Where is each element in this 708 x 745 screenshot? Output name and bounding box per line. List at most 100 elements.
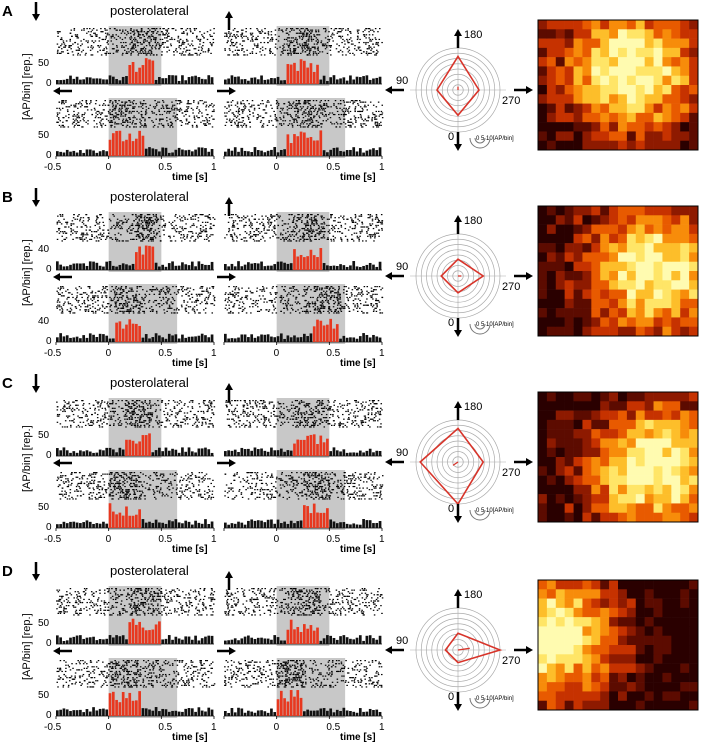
hist-bar: [289, 263, 293, 270]
raster-spike: [244, 54, 246, 56]
raster-spike: [136, 110, 138, 113]
heatmap-cell: [591, 122, 601, 132]
raster-spike: [129, 37, 131, 39]
hist-bar: [82, 152, 86, 156]
raster-spike: [75, 118, 77, 120]
raster-spike: [269, 115, 272, 117]
heatmap-cell: [618, 131, 628, 142]
hist-bar: [319, 79, 323, 84]
raster-spike: [58, 31, 60, 33]
raster-spike: [141, 221, 144, 223]
raster-spike: [289, 293, 292, 295]
heatmap-cell: [546, 29, 557, 39]
raster-spike: [135, 214, 137, 216]
raster-spike: [210, 234, 212, 236]
heatmap-cell: [555, 94, 565, 104]
raster-spike: [194, 214, 196, 216]
raster-spike: [127, 240, 129, 242]
raster-spike: [258, 240, 261, 242]
raster-spike: [307, 118, 309, 120]
raster-spike: [126, 229, 128, 231]
raster-spike: [86, 298, 89, 300]
raster-spike: [149, 54, 152, 56]
raster-spike: [185, 120, 188, 122]
raster-spike: [342, 292, 345, 294]
raster-spike: [144, 215, 146, 217]
raster-spike: [67, 301, 70, 303]
raster-spike: [317, 49, 319, 51]
raster-spike: [190, 218, 192, 220]
raster-spike: [138, 34, 140, 36]
hist-bar: [293, 62, 296, 84]
raster-spike: [130, 224, 133, 227]
hist-bar: [253, 77, 257, 84]
raster-spike: [232, 295, 234, 297]
raster-spike: [175, 48, 178, 50]
raster-spike: [321, 299, 324, 302]
raster-spike: [230, 40, 232, 42]
raster-spike: [228, 304, 230, 306]
raster-spike: [363, 226, 365, 228]
raster-spike: [305, 224, 307, 227]
raster-spike: [117, 123, 120, 125]
raster-spike: [338, 298, 340, 300]
raster-spike: [233, 234, 236, 236]
raster-spike: [243, 226, 245, 228]
heatmap-cell: [609, 75, 619, 86]
raster-spike: [236, 115, 239, 117]
raster-spike: [122, 52, 124, 54]
raster-spike: [317, 31, 320, 33]
raster-spike: [360, 123, 362, 125]
raster-spike: [332, 290, 334, 292]
raster-spike: [309, 218, 311, 220]
raster-spike: [141, 234, 143, 236]
raster-spike: [77, 215, 79, 217]
raster-spike: [158, 118, 161, 120]
raster-spike: [242, 117, 244, 119]
raster-spike: [93, 298, 95, 300]
raster-spike: [226, 112, 228, 114]
hist-tick-label: 50: [38, 130, 50, 141]
raster-spike: [207, 215, 209, 217]
hist-bar: [309, 137, 313, 156]
raster-spike: [330, 54, 332, 56]
raster-spike: [110, 237, 113, 239]
raster-spike: [372, 29, 374, 31]
raster-spike: [151, 112, 154, 114]
raster-spike: [197, 299, 200, 302]
raster-spike: [79, 120, 82, 122]
raster-spike: [92, 312, 95, 314]
raster-spike: [275, 117, 278, 119]
hist-bar: [151, 60, 155, 84]
raster-spike: [191, 232, 194, 234]
raster-spike: [178, 45, 181, 47]
raster-spike: [113, 107, 116, 109]
raster-spike: [225, 115, 227, 117]
raster-spike: [173, 299, 176, 302]
raster-spike: [76, 113, 79, 116]
raster-spike: [332, 229, 334, 231]
raster-spike: [172, 115, 174, 117]
raster-spike: [276, 120, 279, 122]
raster-spike: [99, 49, 101, 51]
hist-bar: [345, 150, 349, 156]
raster-spike: [327, 35, 329, 37]
hist-bar: [256, 150, 260, 156]
raster-spike: [201, 287, 203, 289]
raster-spike: [352, 299, 355, 302]
raster-spike: [153, 124, 156, 126]
raster-spike: [87, 309, 90, 311]
raster-spike: [137, 227, 140, 230]
raster-spike: [307, 120, 309, 122]
raster-spike: [134, 231, 136, 233]
raster-spike: [85, 101, 87, 103]
raster-spike: [132, 301, 135, 303]
raster-spike: [174, 107, 176, 109]
raster-spike: [128, 298, 130, 300]
hist-bar: [283, 262, 286, 270]
raster-spike: [79, 238, 82, 240]
raster-spike: [283, 46, 285, 48]
raster-spike: [251, 37, 253, 39]
raster-spike: [73, 104, 75, 106]
raster-spike: [245, 124, 247, 126]
